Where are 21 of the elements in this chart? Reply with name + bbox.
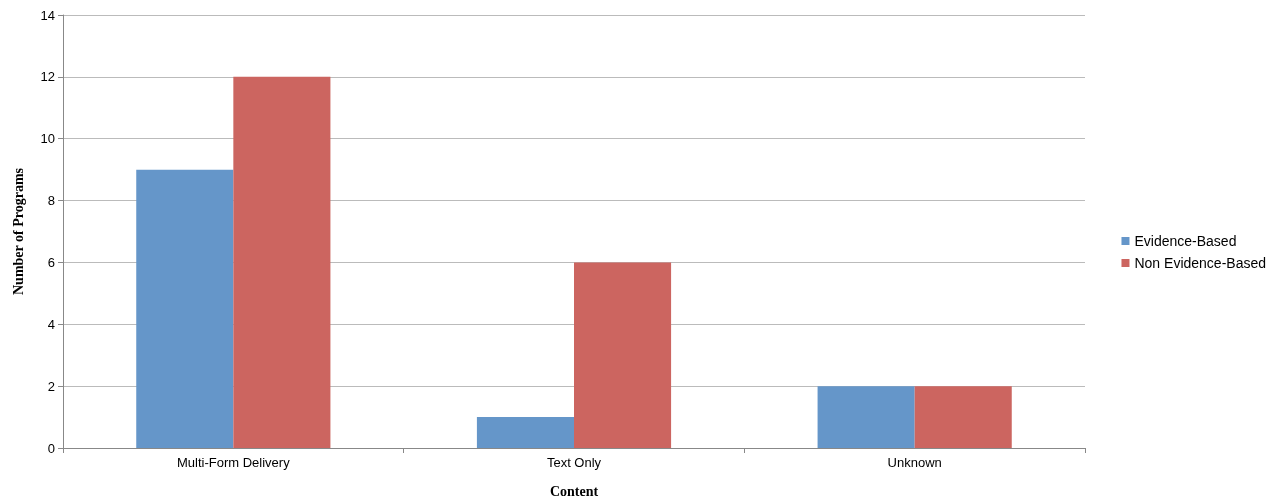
y-tick-label: 4 xyxy=(47,316,55,332)
y-tick-label: 2 xyxy=(47,378,55,394)
y-axis-title: Number of Programs xyxy=(10,167,26,296)
y-tick-label: 8 xyxy=(47,193,55,209)
bar xyxy=(914,386,1012,448)
bar xyxy=(574,262,672,448)
legend-label: Evidence-Based xyxy=(1134,233,1237,249)
x-tick-label: Multi-Form Delivery xyxy=(177,455,291,470)
bar xyxy=(233,76,331,448)
x-tick-label: Text Only xyxy=(546,455,602,470)
bar xyxy=(817,386,915,448)
bar xyxy=(476,417,574,448)
bar xyxy=(136,169,234,448)
y-tick-label: 14 xyxy=(40,7,55,23)
y-tick-label: 10 xyxy=(40,131,55,147)
x-tick-label: Unknown xyxy=(887,455,942,470)
legend-label: Non Evidence-Based xyxy=(1134,255,1267,271)
y-tick-label: 12 xyxy=(40,69,55,85)
x-axis-title: Content xyxy=(549,483,599,499)
y-tick-label: 0 xyxy=(47,440,55,456)
y-tick-label: 6 xyxy=(47,254,55,270)
